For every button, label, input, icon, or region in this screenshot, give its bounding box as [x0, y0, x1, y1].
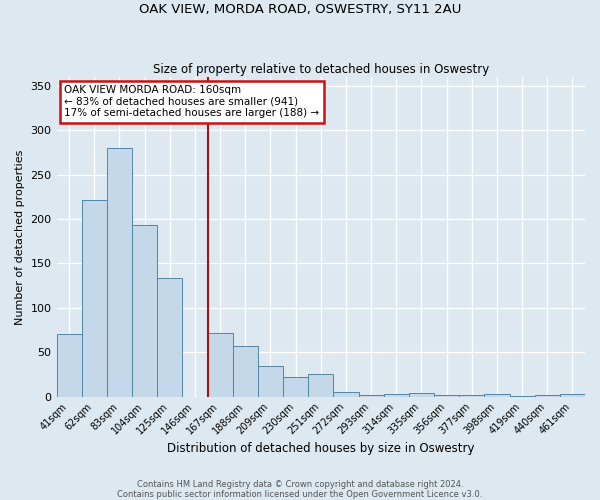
Bar — [484, 394, 509, 396]
Text: OAK VIEW MORDA ROAD: 160sqm
← 83% of detached houses are smaller (941)
17% of se: OAK VIEW MORDA ROAD: 160sqm ← 83% of det… — [64, 85, 320, 118]
Bar — [383, 394, 409, 396]
Text: OAK VIEW, MORDA ROAD, OSWESTRY, SY11 2AU: OAK VIEW, MORDA ROAD, OSWESTRY, SY11 2AU — [139, 2, 461, 16]
X-axis label: Distribution of detached houses by size in Oswestry: Distribution of detached houses by size … — [167, 442, 475, 455]
Bar — [56, 334, 82, 396]
Bar — [157, 278, 182, 396]
Text: Contains HM Land Registry data © Crown copyright and database right 2024.
Contai: Contains HM Land Registry data © Crown c… — [118, 480, 482, 499]
Bar — [359, 395, 383, 396]
Bar — [82, 200, 107, 396]
Bar — [107, 148, 132, 396]
Bar — [334, 392, 359, 396]
Bar — [233, 346, 258, 397]
Bar — [132, 226, 157, 396]
Bar — [258, 366, 283, 396]
Bar — [560, 394, 585, 396]
Y-axis label: Number of detached properties: Number of detached properties — [15, 149, 25, 324]
Title: Size of property relative to detached houses in Oswestry: Size of property relative to detached ho… — [152, 63, 489, 76]
Bar — [434, 395, 459, 396]
Bar — [308, 374, 334, 396]
Bar — [208, 332, 233, 396]
Bar — [535, 395, 560, 396]
Bar — [409, 393, 434, 396]
Bar — [283, 377, 308, 396]
Bar — [459, 395, 484, 396]
